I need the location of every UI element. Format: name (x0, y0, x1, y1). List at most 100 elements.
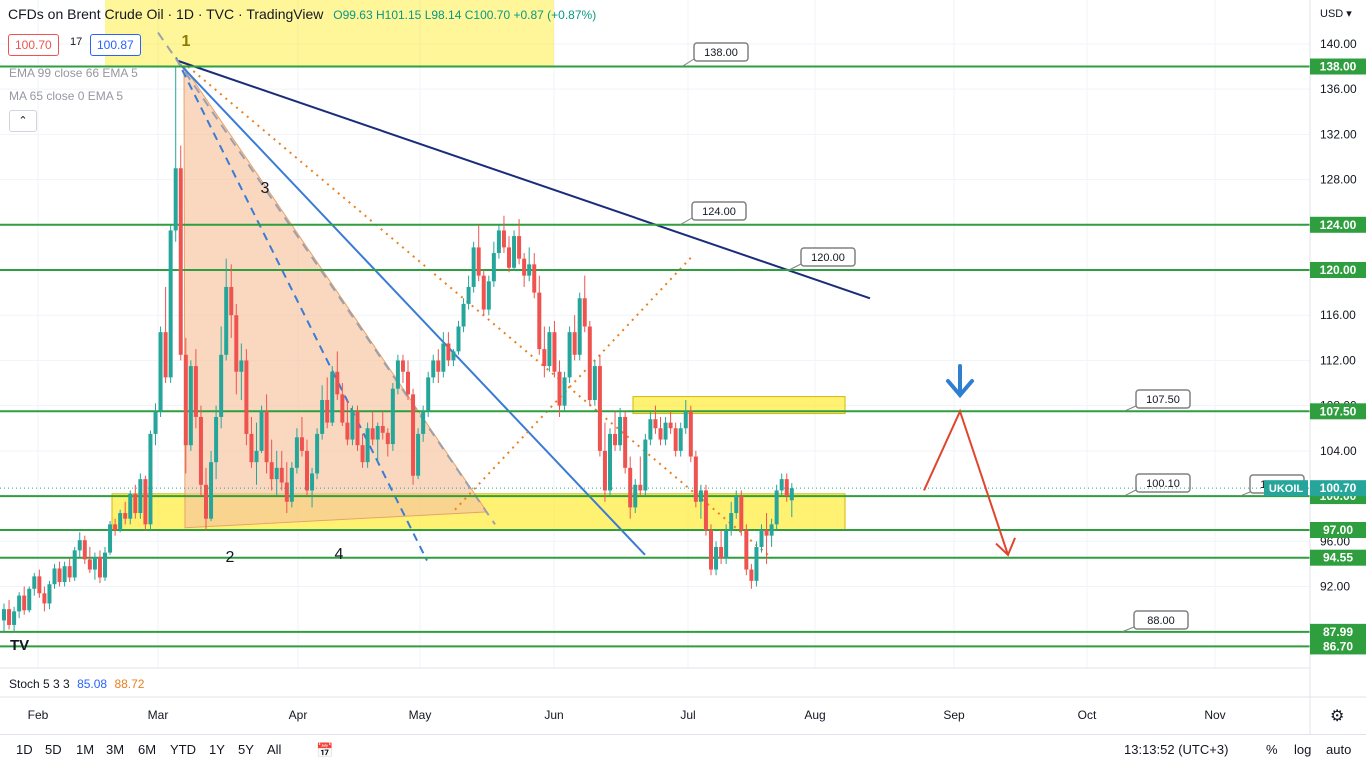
candle-body (471, 247, 476, 287)
sell-button[interactable]: 100.70 (8, 34, 59, 56)
candle-body (501, 230, 506, 248)
ema-indicator-label[interactable]: EMA 99 close 66 EMA 5 (9, 66, 138, 80)
callout-leader (1123, 489, 1137, 497)
clock-readout[interactable]: 13:13:52 (UTC+3) (1124, 742, 1229, 757)
timeframe-1m[interactable]: 1M (76, 742, 95, 757)
gear-icon[interactable]: ⚙ (1330, 708, 1345, 725)
gray-dashed-line (157, 32, 496, 525)
level-callout (691, 201, 747, 221)
candle-body (234, 315, 239, 372)
candle-body (486, 281, 491, 310)
level-callout-text: 107.50 (1146, 394, 1180, 406)
candle-body (355, 411, 360, 446)
tradingview-logo[interactable]: TV (10, 637, 30, 654)
x-tick-label: Jul (680, 708, 695, 722)
candle-body (709, 530, 713, 570)
level-callout (693, 42, 749, 62)
candle-body (97, 557, 102, 578)
auto-toggle[interactable]: auto (1326, 742, 1352, 757)
last-price-tag-text: 100.70 (1320, 481, 1357, 495)
level-callout (1135, 473, 1191, 493)
level-callout (1133, 610, 1189, 630)
timeframe-all[interactable]: All (267, 742, 282, 757)
candle-body (173, 168, 178, 231)
timeframe-6m[interactable]: 6M (138, 742, 157, 757)
buy-button[interactable]: 100.87 (90, 34, 141, 56)
candle-body (335, 371, 340, 395)
level-callout-text: 100.10 (1146, 478, 1180, 490)
candle-body (224, 286, 229, 355)
candle-body (47, 584, 52, 604)
callout-leader (1239, 491, 1251, 497)
candle-body (507, 247, 511, 268)
percent-toggle[interactable]: % (1266, 742, 1278, 757)
candle-body (345, 422, 350, 440)
callout-leader (681, 58, 695, 67)
callout-leader (1123, 405, 1137, 412)
x-tick-label: Feb (28, 708, 49, 722)
close-value: C100.70 (464, 8, 511, 22)
candle-body (209, 462, 214, 519)
level-callout (1135, 389, 1191, 409)
level-axis-tag (1310, 403, 1366, 420)
low-value: L98.14 (424, 8, 462, 22)
stoch-d-value: 88.72 (114, 677, 145, 691)
timeframe-3m[interactable]: 3M (106, 742, 125, 757)
timeframe-1y[interactable]: 1Y (209, 742, 225, 757)
currency-selector: USD ▾ (1320, 8, 1352, 20)
candle-body (769, 524, 774, 536)
orange-dotted-line (187, 65, 773, 560)
candle-body (532, 264, 537, 293)
candle-body (421, 411, 426, 434)
timeframe-1d[interactable]: 1D (16, 742, 33, 757)
stoch-indicator[interactable]: Stoch 5 3 3 85.08 88.72 (9, 677, 144, 691)
y-tick-label: 140.00 (1320, 37, 1357, 51)
candle-body (299, 437, 304, 451)
candle-body (754, 546, 759, 581)
x-tick-label: Aug (804, 708, 825, 722)
candle-body (577, 298, 582, 355)
candle-body (148, 433, 153, 525)
wave-label: 1 (182, 33, 191, 50)
date-range-icon[interactable]: 📅 (316, 742, 334, 758)
collapse-legend-button[interactable]: ⌃ (9, 110, 37, 132)
level-axis-tag-text: 124.00 (1320, 218, 1357, 232)
candle-body (390, 388, 395, 445)
candle-body (779, 479, 784, 491)
candle-body (350, 411, 355, 440)
candle-body (724, 530, 729, 559)
callout-leader (1121, 626, 1135, 633)
timeframe-ytd[interactable]: YTD (170, 742, 196, 757)
level-axis-tag-text: 107.50 (1320, 404, 1357, 418)
candle-body (668, 422, 673, 429)
candle-body (108, 524, 113, 553)
ma-indicator-label[interactable]: MA 65 close 0 EMA 5 (9, 89, 124, 103)
level-axis-tag-text: 94.55 (1323, 551, 1353, 565)
level-axis-tag-text: 86.70 (1323, 639, 1353, 653)
candle-body (204, 484, 208, 519)
level-callout-text: 124.00 (702, 206, 736, 218)
candle-body (158, 332, 163, 412)
y-tick-label: 92.00 (1320, 580, 1350, 594)
candle-body (188, 366, 193, 446)
price-chart[interactable]: Feb Mar Apr May Jun Jul Aug Sep Oct Nov 140.00 136.… (0, 0, 1366, 734)
candle-body (113, 524, 118, 530)
log-toggle[interactable]: log (1294, 742, 1312, 757)
timeframe-5d[interactable]: 5D (45, 742, 62, 757)
wave-label: 2 (226, 549, 235, 566)
candle-body (294, 437, 299, 468)
candle-body (744, 530, 749, 570)
candle-body (643, 439, 648, 491)
timeframe-5y[interactable]: 5Y (238, 742, 254, 757)
spread-value: 17 (70, 36, 83, 48)
wave-label: 3 (261, 180, 270, 197)
candle-body (77, 540, 82, 551)
candle-body (32, 576, 37, 589)
candle-body (764, 530, 769, 536)
candle-body (198, 416, 203, 485)
candle-body (416, 433, 421, 476)
y-tick-label: 136.00 (1320, 82, 1357, 96)
symbol-tag (1264, 480, 1308, 497)
candle-body (431, 360, 436, 378)
candle-body (774, 490, 779, 525)
